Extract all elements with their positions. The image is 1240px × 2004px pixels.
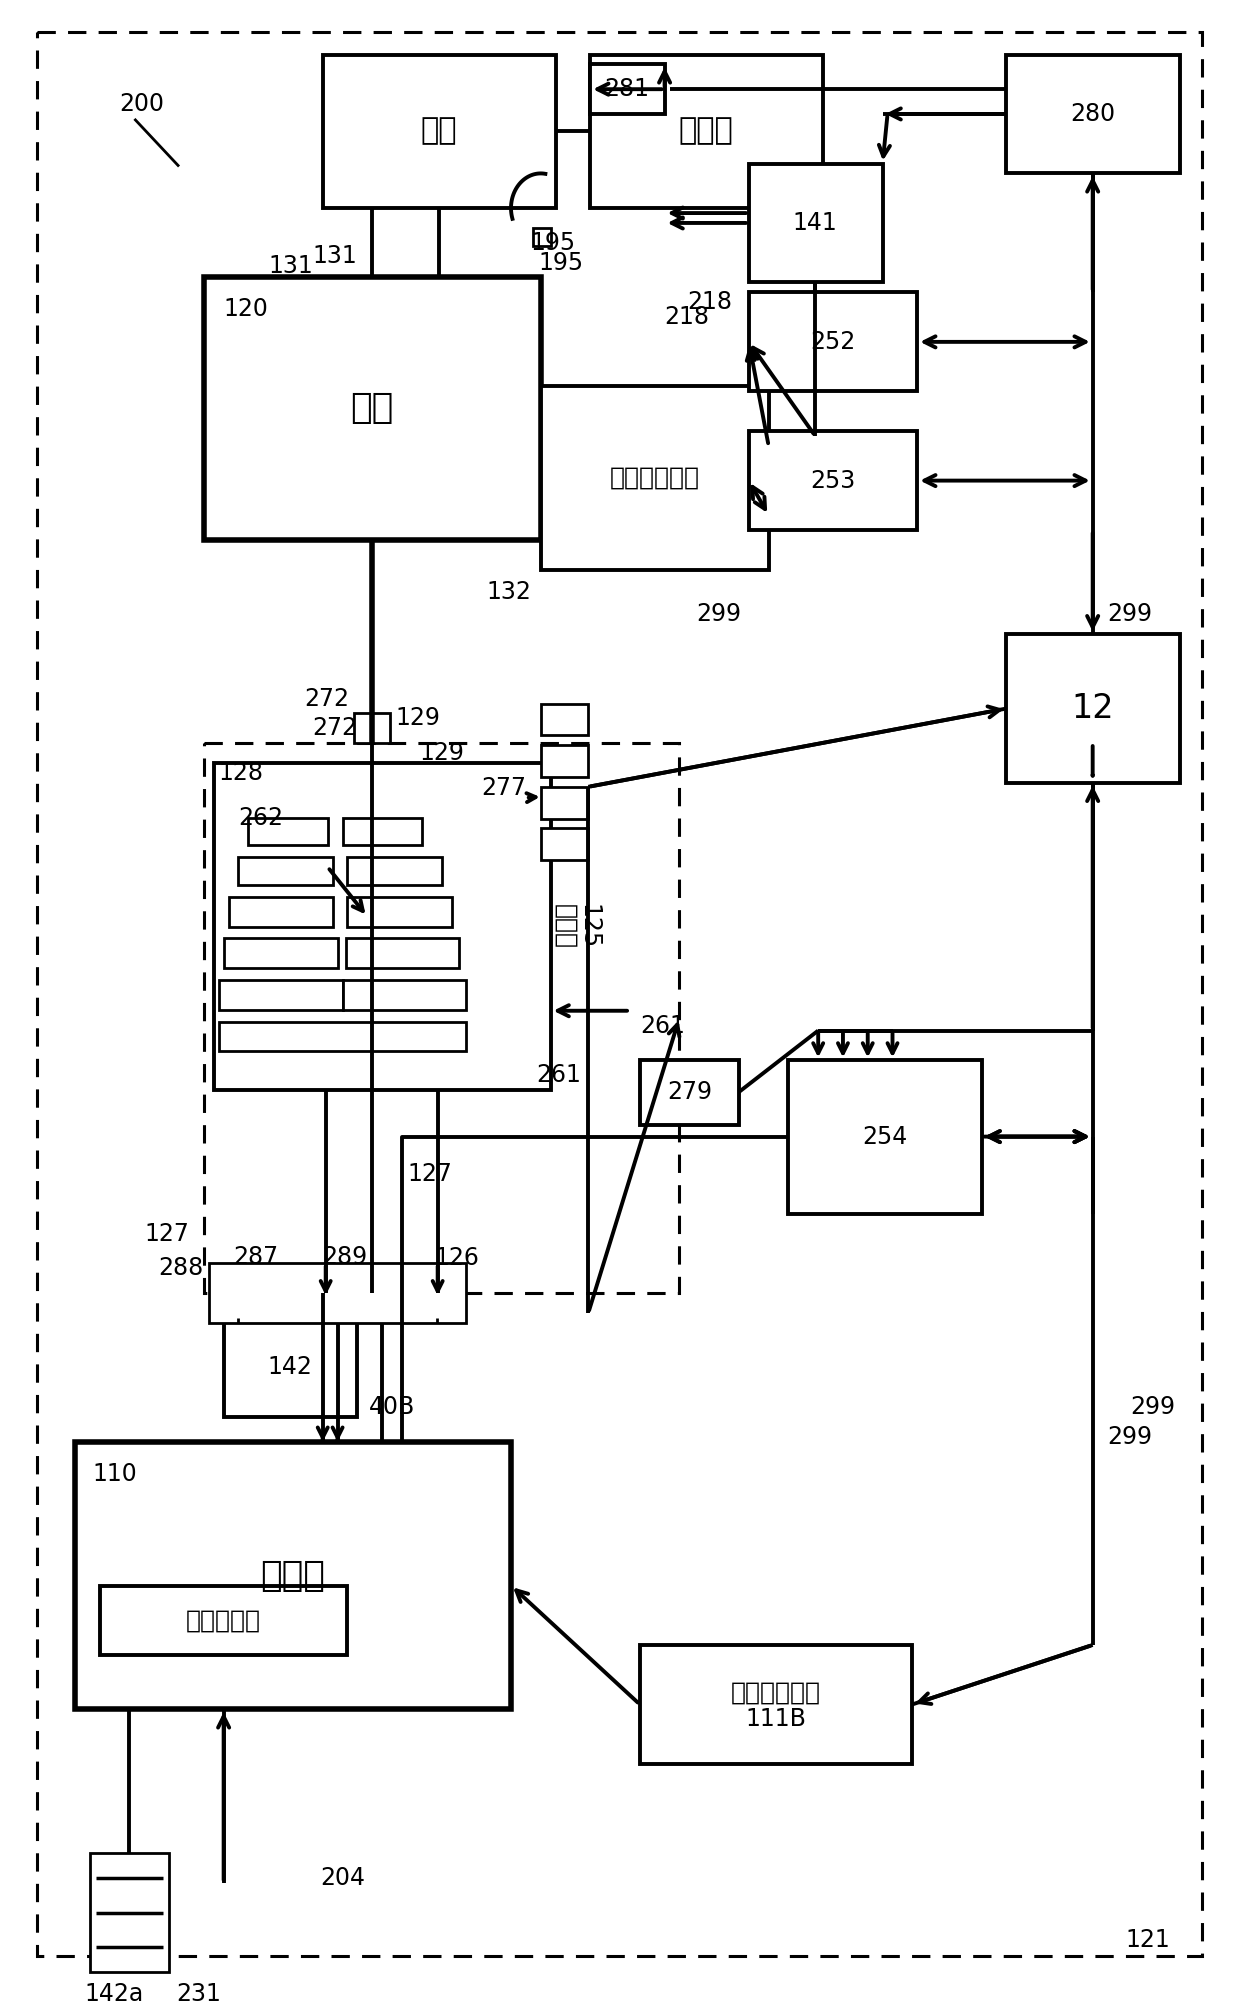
Text: 128: 128 — [218, 762, 264, 786]
Text: 288: 288 — [159, 1257, 203, 1281]
Text: 252: 252 — [811, 331, 856, 355]
Text: 204: 204 — [320, 1866, 365, 1890]
Bar — [541, 745, 588, 778]
Text: 200: 200 — [119, 92, 165, 116]
Text: 110: 110 — [93, 1461, 138, 1485]
Text: 261: 261 — [640, 1014, 684, 1038]
Text: 299: 299 — [697, 603, 742, 627]
Text: 电机: 电机 — [351, 391, 394, 425]
Text: 车轮: 车轮 — [420, 116, 456, 146]
Bar — [223, 938, 337, 968]
Text: 272: 272 — [305, 687, 350, 711]
Text: 131: 131 — [312, 244, 357, 269]
Text: 299: 299 — [1131, 1395, 1176, 1419]
Text: 281: 281 — [604, 78, 650, 100]
Bar — [749, 293, 918, 391]
Text: 127: 127 — [407, 1162, 451, 1186]
Text: 121: 121 — [1125, 1928, 1171, 1952]
Bar — [99, 1585, 347, 1655]
Bar — [228, 898, 332, 926]
Bar — [533, 228, 551, 246]
Text: 142a: 142a — [84, 1982, 144, 2004]
Bar — [238, 858, 332, 886]
Bar — [203, 743, 680, 1293]
Text: 231: 231 — [176, 1982, 221, 2004]
Bar — [346, 938, 460, 968]
Bar — [541, 788, 588, 818]
Text: 141: 141 — [792, 210, 837, 234]
Bar — [640, 1645, 913, 1764]
Bar — [640, 1060, 739, 1124]
Bar — [74, 1441, 511, 1709]
Text: 277: 277 — [481, 776, 526, 800]
Bar — [218, 980, 342, 1010]
Text: 发动机控制器: 发动机控制器 — [730, 1681, 821, 1705]
Text: 289: 289 — [322, 1244, 368, 1269]
Text: 218: 218 — [687, 291, 733, 315]
Bar — [218, 1022, 466, 1052]
Text: 299: 299 — [1107, 603, 1152, 627]
Text: 电能存储装置: 电能存储装置 — [610, 465, 699, 489]
Text: 299: 299 — [1107, 1425, 1152, 1449]
Text: 195: 195 — [529, 230, 575, 255]
Bar — [248, 818, 327, 846]
Text: 195: 195 — [538, 250, 583, 275]
Bar — [208, 1263, 466, 1323]
Bar — [590, 64, 665, 114]
Bar — [590, 54, 823, 208]
Bar — [322, 54, 556, 208]
Text: 142: 142 — [268, 1355, 312, 1379]
Bar — [347, 898, 451, 926]
Bar — [213, 764, 551, 1090]
Text: 129: 129 — [420, 741, 465, 766]
Text: 218: 218 — [665, 305, 709, 329]
Text: 272: 272 — [312, 715, 357, 739]
Bar — [223, 1319, 357, 1417]
Text: 280: 280 — [1070, 102, 1115, 126]
Bar — [89, 1854, 169, 1972]
Bar — [789, 1060, 982, 1214]
Text: 12: 12 — [1071, 691, 1114, 725]
Bar — [342, 980, 466, 1010]
Text: 287: 287 — [233, 1244, 279, 1269]
Text: 262: 262 — [238, 806, 284, 830]
Text: 40B: 40B — [370, 1395, 415, 1419]
Bar — [355, 713, 391, 743]
Bar — [1007, 633, 1180, 784]
Text: 125: 125 — [577, 904, 600, 950]
Bar — [541, 387, 769, 569]
Text: 253: 253 — [811, 469, 856, 493]
Bar — [203, 277, 541, 539]
Text: 齿轮箱: 齿轮箱 — [553, 904, 578, 950]
Text: 129: 129 — [396, 707, 440, 729]
Bar — [342, 818, 422, 846]
Bar — [347, 858, 441, 886]
Bar — [749, 431, 918, 531]
Bar — [1007, 54, 1180, 174]
Text: 扭矩致动器: 扭矩致动器 — [186, 1607, 262, 1631]
Bar — [749, 164, 883, 283]
Bar — [541, 703, 588, 735]
Text: 279: 279 — [667, 1080, 712, 1104]
Text: 发动机: 发动机 — [260, 1559, 325, 1593]
Text: 261: 261 — [536, 1064, 580, 1086]
Text: 制动器: 制动器 — [678, 116, 734, 146]
Text: 132: 132 — [486, 579, 531, 603]
Text: 127: 127 — [144, 1222, 188, 1246]
Text: 111B: 111B — [745, 1707, 806, 1731]
Text: 120: 120 — [223, 297, 269, 321]
Text: 131: 131 — [268, 255, 312, 279]
Text: 254: 254 — [862, 1124, 908, 1148]
Bar — [541, 828, 588, 860]
Text: 126: 126 — [434, 1246, 479, 1271]
